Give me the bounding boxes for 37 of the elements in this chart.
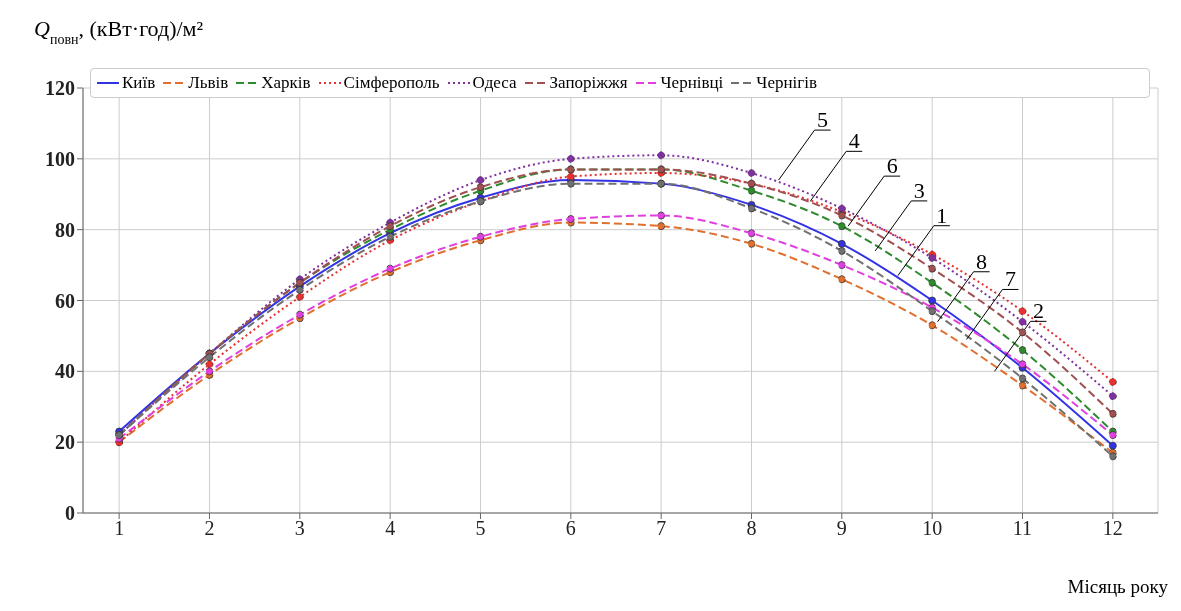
annotation: 5 xyxy=(817,107,829,133)
legend-label: Чернівці xyxy=(660,73,724,93)
y-tick-label: 80 xyxy=(55,218,75,241)
annotation: 3 xyxy=(913,177,925,203)
x-tick-label: 7 xyxy=(656,517,667,540)
x-tick-label: 9 xyxy=(836,517,847,540)
x-tick-label: 10 xyxy=(922,517,943,540)
annotation: 1 xyxy=(936,202,948,228)
legend-label: Сімферополь xyxy=(343,73,440,93)
x-tick-label: 4 xyxy=(385,517,396,540)
x-axis-title: Місяць року xyxy=(1067,576,1168,598)
y-tick-label: 20 xyxy=(55,431,75,454)
annotation: 8 xyxy=(976,248,988,274)
x-tick-label: 3 xyxy=(294,517,305,540)
y-tick-label: 40 xyxy=(55,360,75,383)
legend-label: Київ xyxy=(122,73,156,93)
x-tick-label: 8 xyxy=(746,517,757,540)
annotation: 6 xyxy=(886,153,898,179)
x-tick-label: 5 xyxy=(475,517,486,540)
y-axis-title: Q$_{повн}$, (кВт·год)/м² xyxy=(34,16,204,47)
y-tick-label: 100 xyxy=(45,147,75,170)
legend-label: Харків xyxy=(261,73,311,93)
legend-label: Чернігів xyxy=(756,73,817,93)
legend-label: Одеса xyxy=(472,73,517,93)
y-tick-label: 0 xyxy=(65,502,75,525)
legend-label: Запоріжжя xyxy=(549,73,628,93)
x-tick-label: 1 xyxy=(114,517,125,540)
y-tick-label: 120 xyxy=(45,77,75,100)
x-tick-label: 2 xyxy=(204,517,215,540)
legend-label: Львів xyxy=(188,73,229,93)
annotation: 2 xyxy=(1032,298,1044,324)
annotation: 7 xyxy=(1004,266,1016,292)
annotation: 4 xyxy=(848,128,860,154)
x-tick-label: 12 xyxy=(1102,517,1123,540)
x-tick-label: 6 xyxy=(565,517,576,540)
y-tick-label: 60 xyxy=(55,289,75,312)
x-tick-label: 11 xyxy=(1012,517,1033,540)
